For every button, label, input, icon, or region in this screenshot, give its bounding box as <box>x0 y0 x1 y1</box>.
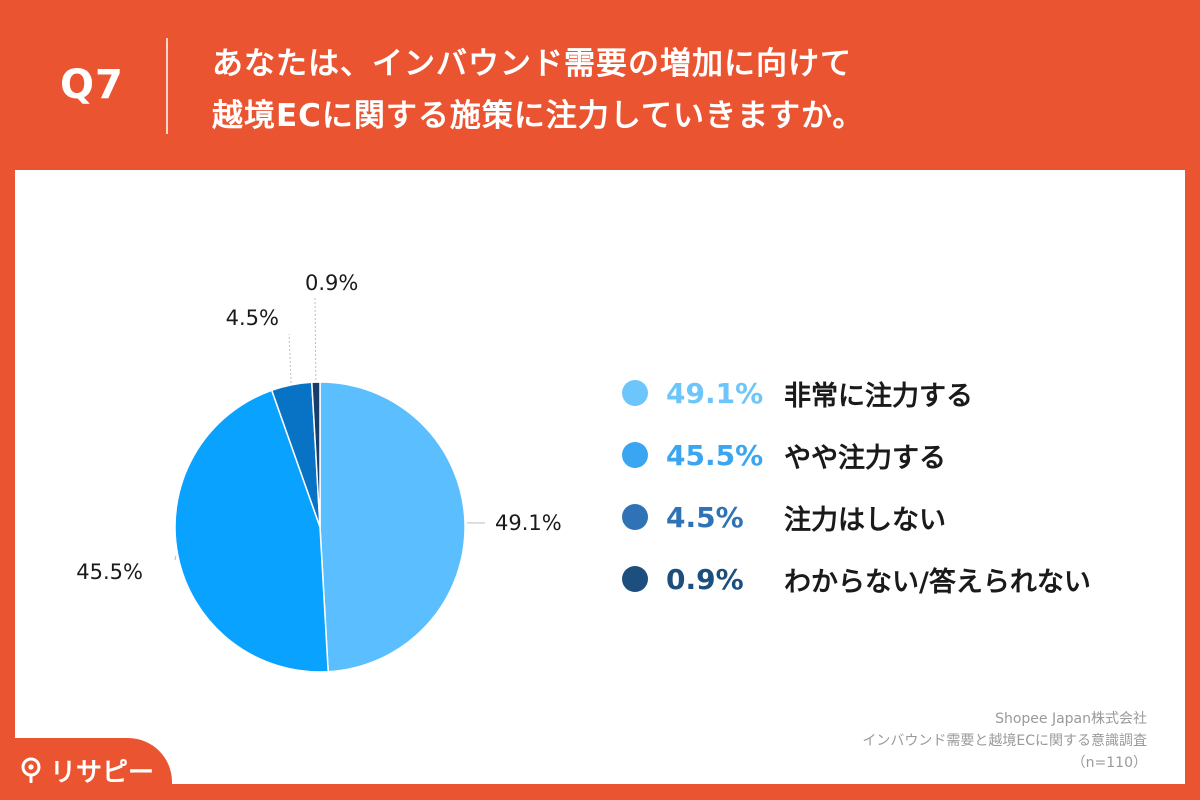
source-survey: インバウンド需要と越境ECに関する意識調査 <box>862 733 1147 749</box>
question-title-line2: 越境ECに関する施策に注力していきますか。 <box>212 98 865 134</box>
source-sample: （n=110） <box>1071 755 1147 771</box>
pie-leader-line <box>174 555 177 561</box>
question-number: Q7 <box>60 62 124 108</box>
legend-item: 4.5% 注力はしない <box>622 486 1091 548</box>
pie-slice-label: 0.9% <box>305 271 358 295</box>
legend-dot-icon <box>622 504 648 530</box>
legend-value: 4.5% <box>666 500 744 534</box>
legend-item: 0.9% わからない/答えられない <box>622 548 1091 610</box>
legend-dot-icon <box>622 380 648 406</box>
legend: 49.1% 非常に注力する 45.5% やや注力する 4.5% 注力はしない 0… <box>622 362 1091 610</box>
source-company: Shopee Japan株式会社 <box>995 711 1147 727</box>
pie-slice-label: 45.5% <box>76 560 143 584</box>
pie-slice-label: 49.1% <box>495 511 562 535</box>
legend-value: 49.1% <box>666 376 764 410</box>
legend-item: 49.1% 非常に注力する <box>622 362 1091 424</box>
header-banner: Q7 あなたは、インバウンド需要の増加に向けて 越境ECに関する施策に注力してい… <box>0 0 1200 170</box>
header-divider <box>166 38 168 134</box>
pie-leader-line <box>288 333 292 383</box>
legend-value: 45.5% <box>666 438 764 472</box>
pin-icon <box>21 757 41 783</box>
pie-slice <box>174 389 329 673</box>
pie-leader-line <box>314 297 317 381</box>
legend-dot-icon <box>622 442 648 468</box>
pie-slice <box>311 381 321 528</box>
logo-text: リサピー <box>50 758 155 788</box>
legend-label: 非常に注力する <box>784 380 973 412</box>
legend-value: 0.9% <box>666 562 744 596</box>
legend-item: 45.5% やや注力する <box>622 424 1091 486</box>
source-note: Shopee Japan株式会社 インバウンド需要と越境ECに関する意識調査 （… <box>862 708 1147 774</box>
legend-dot-icon <box>622 566 648 592</box>
question-title: あなたは、インバウンド需要の増加に向けて 越境ECに関する施策に注力していきます… <box>212 38 864 142</box>
brand-logo: リサピー <box>0 738 172 800</box>
legend-label: わからない/答えられない <box>784 566 1091 598</box>
pie-chart: 49.1% 45.5% 4.5% 0.9% <box>76 271 562 673</box>
question-title-line1: あなたは、インバウンド需要の増加に向けて <box>212 46 852 82</box>
chart-card: 49.1% 45.5% 4.5% 0.9% 49.1% 非常に注力する 45.5% や… <box>15 170 1185 784</box>
pie-slice-label: 4.5% <box>226 306 279 330</box>
legend-label: 注力はしない <box>784 504 946 536</box>
legend-label: やや注力する <box>784 442 946 474</box>
pie-slice <box>319 381 466 673</box>
